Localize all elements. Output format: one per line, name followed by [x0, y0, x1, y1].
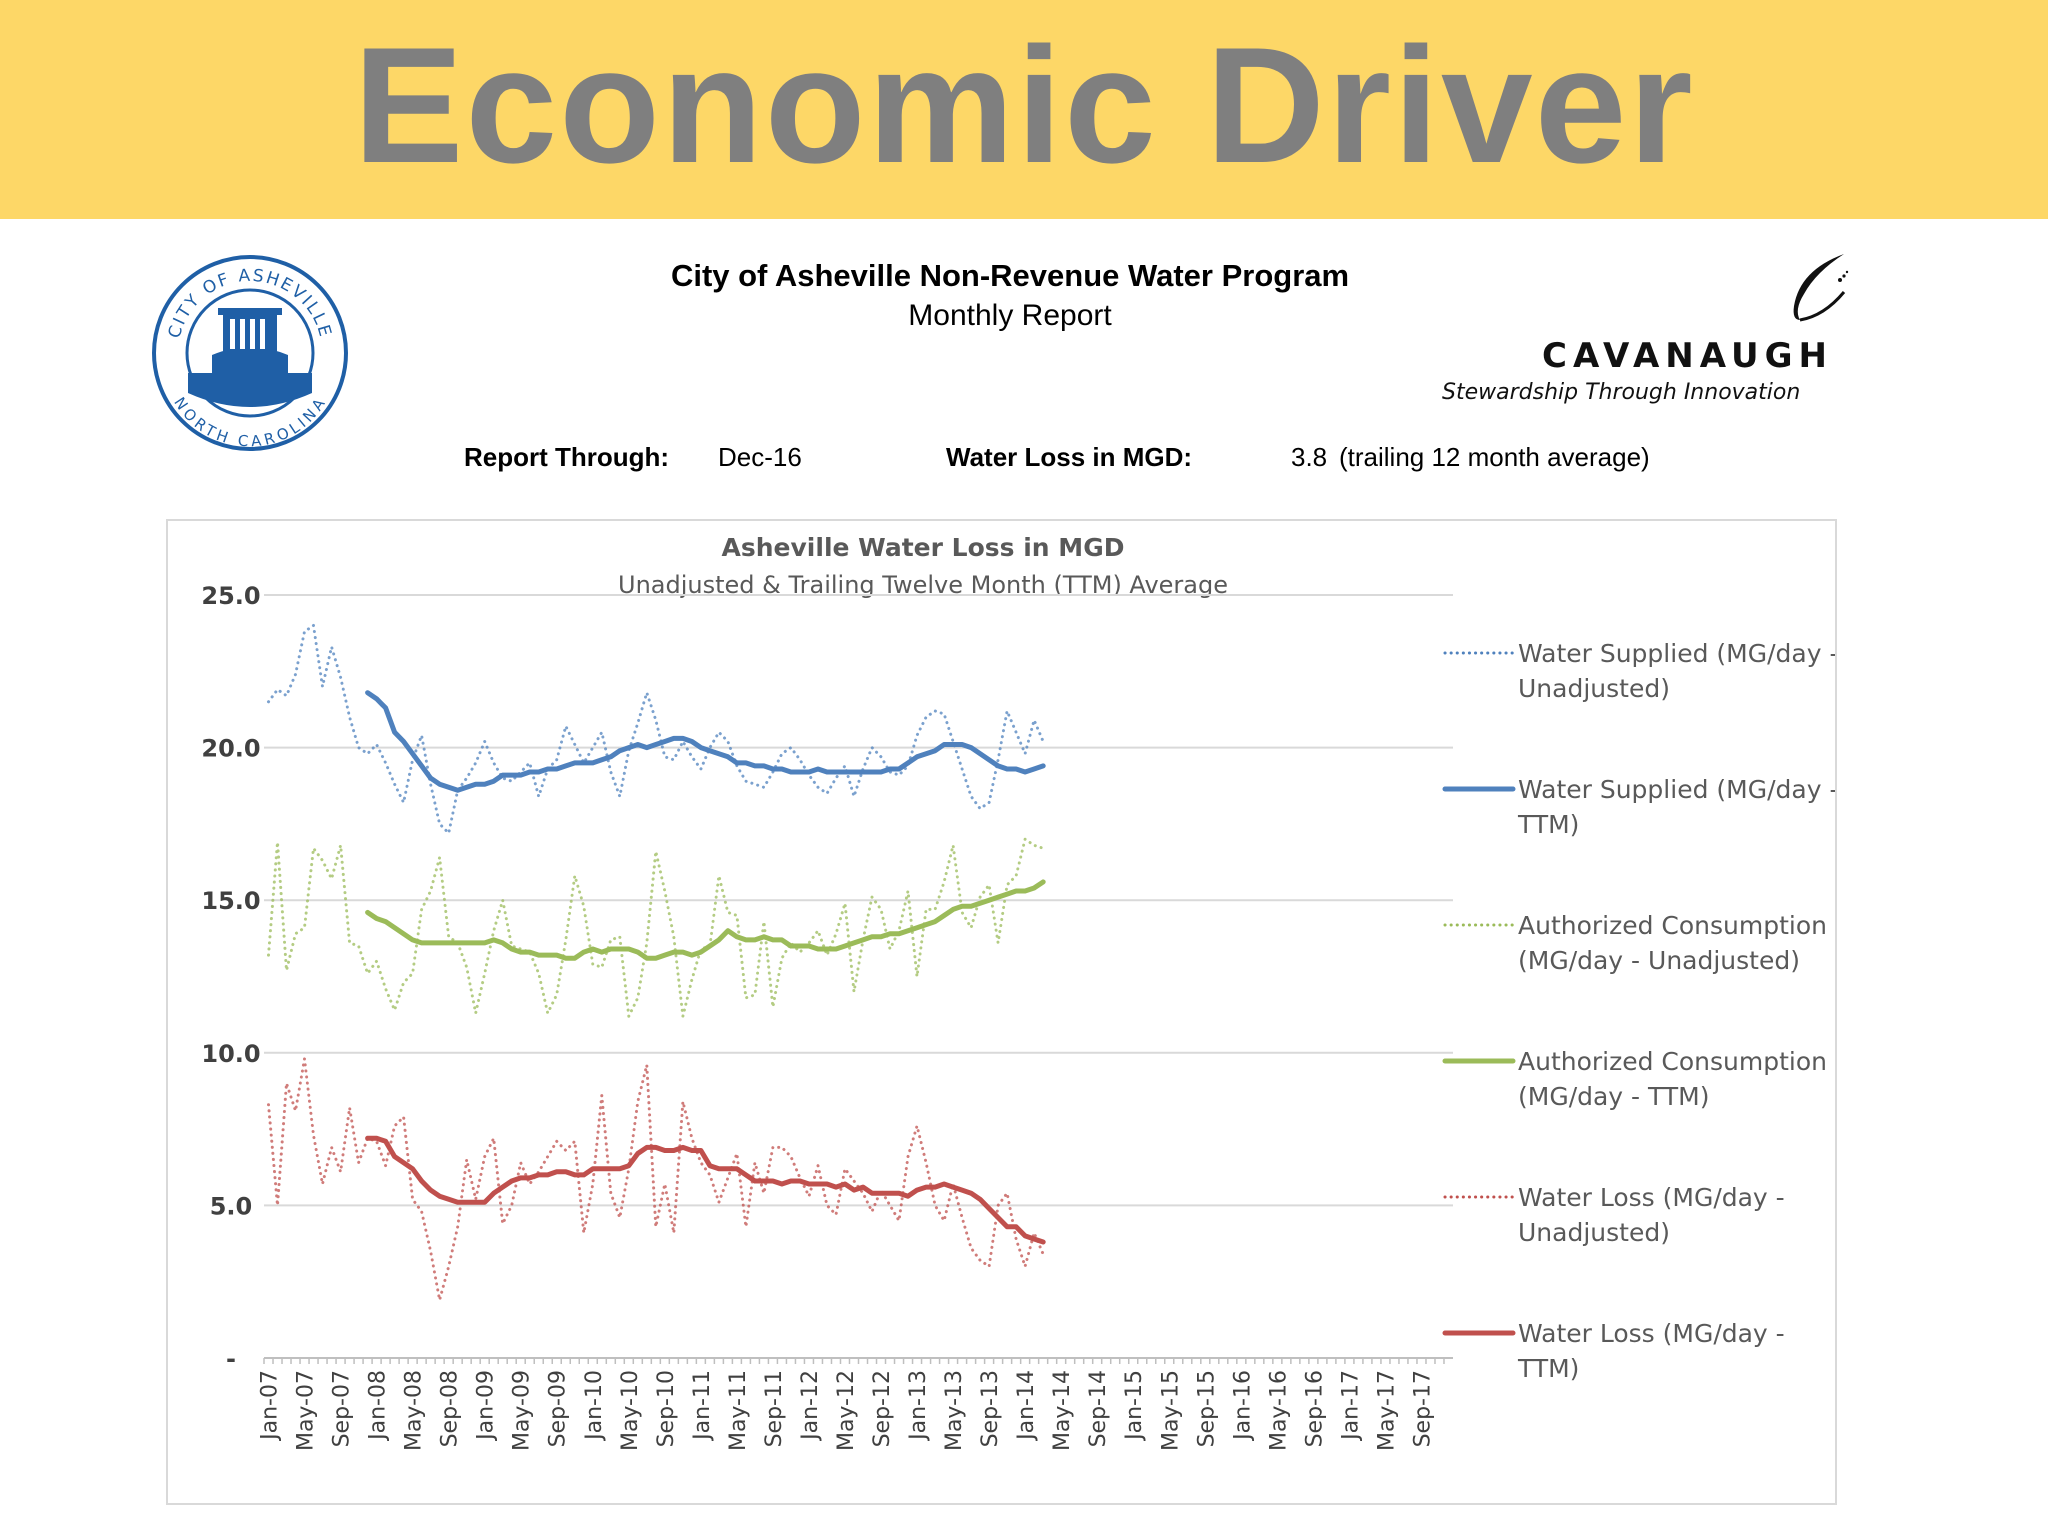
x-tick-label: Sep-15 [1194, 1370, 1219, 1447]
x-tick-label: May-16 [1266, 1370, 1291, 1451]
legend-entry: Water Loss (MG/day -TTM) [1517, 1319, 1785, 1383]
x-tick-label: Sep-17 [1410, 1370, 1435, 1447]
y-tick-label: 15.0 [201, 887, 260, 915]
legend-entry: Water Supplied (MG/day -TTM) [1517, 775, 1835, 839]
x-tick-label: Sep-09 [546, 1370, 571, 1447]
series-line-4 [365, 879, 1046, 961]
legend-entry: Water Supplied (MG/day -Unadjusted) [1518, 639, 1835, 703]
water-loss-value: 3.8 [1291, 442, 1328, 472]
water-loss-note: (trailing 12 month average) [1339, 442, 1650, 472]
x-tick-label: Jan-07 [258, 1370, 283, 1442]
series-line-6 [365, 1135, 1046, 1245]
y-tick-label: 25.0 [201, 582, 260, 610]
slide-title: Economic Driver [353, 13, 1695, 197]
report-through-label: Report Through: [464, 442, 670, 472]
x-tick-label: Sep-12 [870, 1370, 895, 1447]
title-banner: Economic Driver [0, 0, 2048, 219]
swoosh-icon [1793, 254, 1849, 322]
x-tick-label: May-08 [402, 1370, 427, 1451]
x-tick-label: Jan-14 [1014, 1370, 1039, 1442]
x-tick-label: Jan-12 [798, 1370, 823, 1442]
cavanaugh-brand: CAVANAUGH Stewardship Through Innovation [1430, 250, 1850, 420]
legend-entry: Authorized Consumption (MG/day - Unadjust… [1518, 911, 1827, 975]
report-through-value: Dec-16 [718, 442, 802, 472]
x-tick-label: May-07 [294, 1370, 319, 1451]
x-tick-label: Sep-07 [330, 1370, 355, 1447]
legend-entry: Authorized Consumption (MG/day - TTM) [1518, 1047, 1827, 1111]
x-tick-label: May-13 [942, 1370, 967, 1451]
building-icon [188, 308, 312, 407]
series-line-5 [267, 1057, 1045, 1302]
x-tick-label: Jan-09 [474, 1370, 499, 1442]
x-tick-label: Jan-16 [1230, 1370, 1255, 1442]
x-tick-label: Sep-10 [654, 1370, 679, 1447]
x-tick-label: May-10 [618, 1370, 643, 1451]
x-tick-label: Jan-13 [906, 1370, 931, 1442]
report-subtitle: Monthly Report [908, 299, 1112, 332]
x-tick-label: May-15 [1158, 1370, 1183, 1451]
series-line-1 [267, 624, 1045, 835]
x-tick-label: Jan-10 [582, 1370, 607, 1442]
x-tick-label: Jan-11 [690, 1370, 715, 1442]
x-tick-label: Jan-15 [1122, 1370, 1147, 1442]
y-tick-label: - [226, 1345, 236, 1373]
x-tick-label: May-09 [510, 1370, 535, 1451]
x-tick-label: May-14 [1050, 1370, 1075, 1451]
legend-entry: Water Loss (MG/day -Unadjusted) [1518, 1183, 1785, 1247]
brand-tagline: Stewardship Through Innovation [1442, 380, 1801, 405]
y-tick-label: 5.0 [210, 1192, 253, 1220]
y-tick-label: 20.0 [201, 735, 260, 763]
y-tick-label: 10.0 [201, 1040, 260, 1068]
x-tick-label: Sep-16 [1302, 1370, 1327, 1447]
x-tick-label: Sep-14 [1086, 1370, 1111, 1447]
x-tick-label: Sep-08 [438, 1370, 463, 1447]
report-title: City of Asheville Non-Revenue Water Prog… [670, 258, 1350, 293]
x-tick-label: Jan-08 [366, 1370, 391, 1442]
x-tick-label: Jan-17 [1338, 1370, 1363, 1442]
water-loss-label: Water Loss in MGD: [946, 442, 1193, 472]
city-seal-logo: CITY OF ASHEVILLE NORTH CAROLINA [152, 255, 348, 451]
x-tick-label: Sep-11 [762, 1370, 787, 1447]
series-line-3 [267, 837, 1045, 1018]
x-tick-label: May-17 [1374, 1370, 1399, 1451]
chart-title: Asheville Water Loss in MGD [722, 533, 1125, 562]
x-tick-label: May-11 [726, 1370, 751, 1451]
x-tick-label: Sep-13 [978, 1370, 1003, 1447]
brand-name: CAVANAUGH [1542, 336, 1833, 376]
chart-frame: Asheville Water Loss in MGD Unadjusted & … [166, 519, 1837, 1505]
series-line-2 [365, 690, 1046, 793]
x-tick-label: May-12 [834, 1370, 859, 1451]
